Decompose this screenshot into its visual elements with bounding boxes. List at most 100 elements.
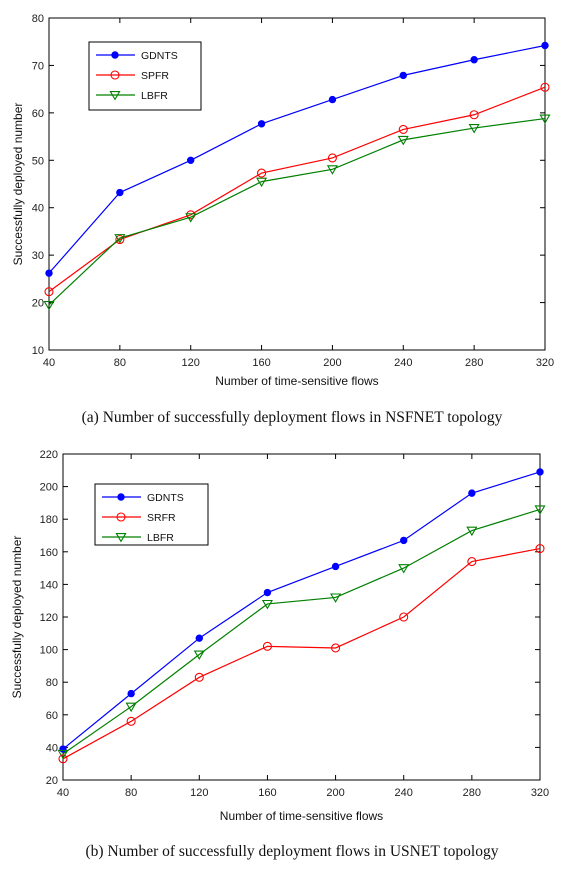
legend-item: GDNTS — [102, 492, 184, 504]
chart-caption: (a) Number of successfully deployment fl… — [82, 409, 503, 426]
data-point — [468, 489, 476, 497]
x-tick-label: 200 — [326, 787, 344, 799]
x-ticks: 40 80 120 160 200 240 280 320 — [57, 454, 549, 799]
data-point — [187, 156, 195, 164]
series-gdnts — [45, 41, 549, 277]
legend-box — [88, 41, 202, 111]
y-tick-label: 180 — [40, 514, 58, 526]
data-point — [59, 745, 67, 753]
series-line — [62, 547, 541, 760]
x-tick-label: 120 — [190, 787, 208, 799]
legend-label: GDNTS — [141, 50, 178, 62]
y-axis-label: Successfully deployed number — [11, 103, 25, 266]
series-line — [48, 117, 546, 306]
data-point — [43, 300, 55, 311]
legend-marker — [117, 493, 125, 501]
data-point — [328, 95, 337, 104]
data-point — [540, 82, 550, 92]
data-point — [116, 188, 124, 197]
x-tick-label: 160 — [252, 357, 270, 369]
x-tick-label: 320 — [536, 357, 554, 369]
data-point — [261, 599, 273, 610]
series-lbfr — [57, 505, 546, 760]
x-tick-label: 40 — [43, 357, 55, 369]
legend-label: GDNTS — [147, 492, 184, 504]
legend-label: LBFR — [141, 90, 168, 102]
data-point — [541, 41, 549, 50]
legend: GDNTS SRFR LBFR — [94, 483, 209, 546]
data-point — [467, 557, 477, 567]
legend-marker — [109, 91, 121, 101]
y-ticks: 20 40 60 80 100 120 140 160 180 200 220 — [40, 449, 540, 787]
data-point — [57, 749, 69, 760]
y-tick-label: 120 — [40, 612, 58, 624]
series-group — [43, 41, 551, 311]
legend-item: GDNTS — [96, 50, 178, 62]
data-point — [185, 213, 197, 223]
data-point — [262, 641, 272, 651]
x-tick-label: 320 — [531, 787, 549, 799]
data-point — [398, 124, 408, 135]
legend-marker — [116, 512, 126, 522]
legend-marker — [115, 532, 127, 543]
y-ticks: 10 20 30 40 50 60 70 80 — [32, 13, 545, 357]
y-tick-label: 40 — [32, 203, 44, 215]
data-point — [125, 702, 137, 713]
data-point — [539, 114, 551, 125]
data-point — [58, 754, 68, 764]
y-tick-label: 10 — [32, 345, 44, 357]
y-tick-label: 70 — [32, 60, 44, 72]
legend-marker — [111, 51, 119, 59]
data-point — [399, 71, 407, 80]
series-line — [48, 44, 546, 274]
data-point — [256, 177, 268, 188]
data-point — [114, 234, 126, 244]
x-tick-label: 200 — [323, 357, 341, 369]
series-gdnts — [59, 468, 544, 753]
legend-item: LBFR — [102, 532, 174, 544]
data-point — [399, 612, 409, 622]
y-tick-label: 80 — [46, 677, 58, 689]
x-tick-label: 280 — [465, 357, 483, 369]
x-axis-label: Number of time-sensitive flows — [220, 809, 383, 823]
x-tick-label: 80 — [114, 357, 126, 369]
series-line — [62, 508, 541, 755]
legend-item: LBFR — [96, 90, 168, 102]
x-axis-label: Number of time-sensitive flows — [215, 374, 378, 388]
data-point — [470, 56, 478, 64]
data-point — [331, 643, 341, 653]
x-tick-label: 80 — [125, 787, 137, 799]
x-tick-label: 160 — [258, 787, 276, 799]
x-ticks: 40 80 120 160 200 240 280 320 — [43, 18, 554, 369]
data-point — [466, 526, 478, 537]
data-point — [331, 562, 340, 571]
data-point — [195, 634, 203, 642]
series-lbfr — [43, 114, 551, 311]
y-tick-label: 20 — [46, 775, 58, 787]
x-tick-label: 240 — [395, 787, 413, 799]
legend-item: SPFR — [96, 70, 169, 82]
series-group — [57, 468, 546, 764]
data-point — [326, 165, 338, 175]
y-tick-label: 30 — [32, 250, 44, 262]
plot-frame — [48, 17, 546, 351]
data-point — [400, 536, 408, 545]
data-point — [127, 689, 135, 698]
data-point — [126, 716, 136, 726]
y-tick-label: 220 — [40, 449, 58, 461]
data-point — [193, 650, 205, 660]
data-point — [44, 287, 54, 297]
y-tick-label: 60 — [32, 108, 44, 120]
data-point — [327, 153, 337, 163]
y-tick-label: 140 — [40, 579, 58, 591]
data-point — [257, 168, 267, 178]
data-point — [469, 110, 479, 120]
data-point — [194, 672, 204, 682]
data-point — [534, 505, 546, 515]
y-tick-label: 50 — [32, 155, 44, 167]
x-tick-label: 120 — [182, 357, 200, 369]
data-point — [257, 120, 266, 128]
legend-item: SRFR — [102, 512, 176, 524]
legend: GDNTS SPFR LBFR — [88, 41, 202, 111]
